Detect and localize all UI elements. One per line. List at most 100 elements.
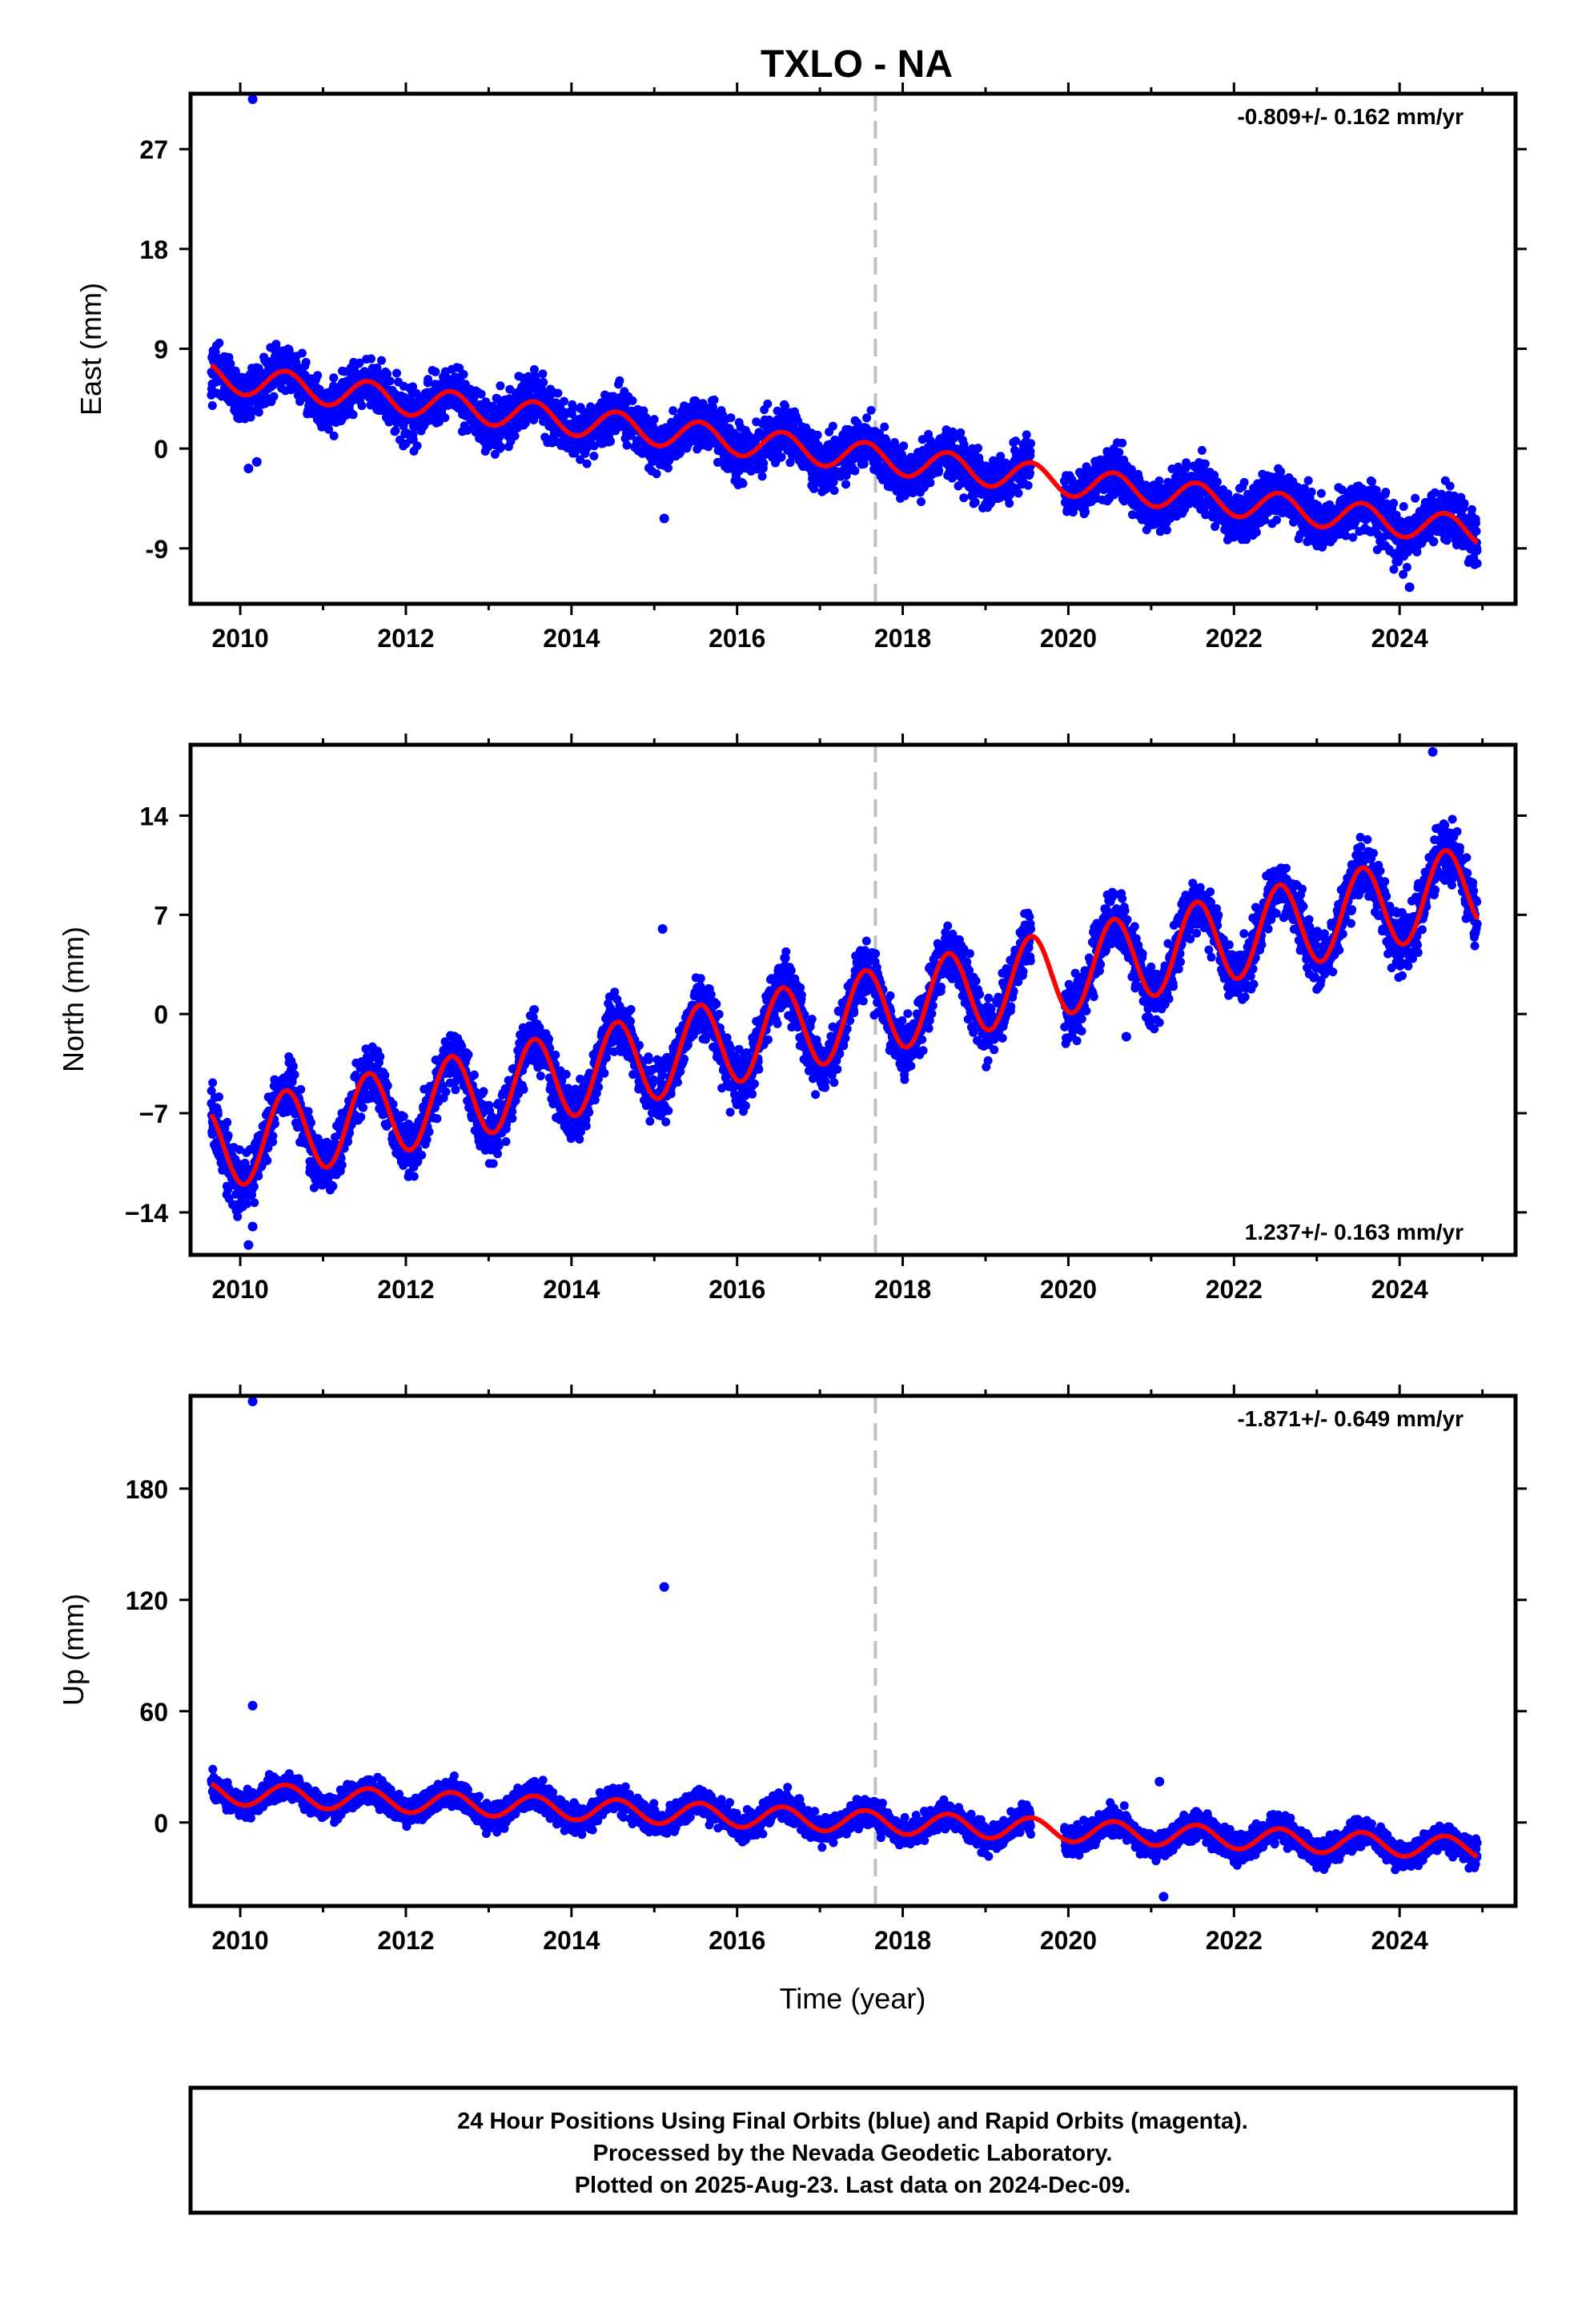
east-data-point [1472, 526, 1481, 536]
east-data-point [828, 421, 837, 431]
east-data-point [329, 431, 339, 440]
east-data-point [582, 459, 592, 468]
east-outlier-point [251, 456, 262, 467]
east-data-point [899, 441, 909, 451]
east-data-point [1014, 489, 1023, 498]
east-data-point [1467, 505, 1476, 514]
east-data-point [297, 348, 307, 358]
east-data-point [1022, 430, 1031, 440]
east-data-point [355, 358, 364, 368]
east-data-point [763, 399, 773, 408]
east-data-point [1411, 493, 1420, 503]
east-data-point [777, 452, 786, 462]
east-ytick-label: 0 [154, 435, 168, 464]
east-data-point [496, 442, 506, 452]
east-data-point [313, 371, 323, 380]
east-data-point [301, 357, 311, 367]
east-data-point [1114, 448, 1124, 457]
east-outlier-point [1404, 582, 1415, 593]
east-data-point [652, 469, 661, 479]
east-xtick-label: 2020 [1040, 624, 1097, 653]
east-data-point [1307, 487, 1316, 497]
east-data-point [1381, 488, 1391, 497]
east-data-point [1197, 445, 1207, 455]
east-data-point [926, 478, 935, 488]
east-data-point [974, 444, 983, 453]
east-data-point [1429, 537, 1439, 546]
east-data-point [1472, 559, 1482, 569]
east-data-point [440, 413, 450, 423]
east-data-point [1005, 499, 1014, 508]
east-data-point [589, 452, 599, 460]
east-data-point [488, 401, 497, 411]
east-xtick-label: 2010 [211, 624, 268, 653]
east-data-point [1118, 438, 1127, 448]
east-data-point [680, 401, 689, 411]
east-data-point [698, 399, 708, 408]
east-data-point [1272, 515, 1282, 525]
east-data-point [1239, 477, 1249, 487]
east-xtick-label: 2018 [874, 624, 931, 653]
east-data-point [1023, 480, 1033, 490]
north-grid-layer: 2010 2012 2014 2016 2018 2020 2022 2024−14−7071… [125, 734, 1527, 1304]
east-data-point [1472, 546, 1482, 556]
north-data-point [215, 1092, 223, 1102]
east-data-point [1251, 528, 1261, 537]
east-data-point [628, 396, 637, 405]
east-data-point [538, 369, 548, 379]
east-data-point [917, 497, 926, 506]
east-data-point [329, 373, 339, 383]
north-scatter-points [207, 746, 1482, 1250]
east-data-point [615, 376, 624, 385]
east-data-point [372, 364, 382, 372]
east-data-point [881, 435, 891, 444]
east-data-point [207, 401, 217, 410]
east-data-point [1389, 565, 1399, 574]
east-data-point [476, 389, 486, 399]
east-data-point [1316, 489, 1326, 498]
east-data-point [785, 458, 795, 468]
east-data-point [1200, 459, 1210, 468]
east-data-point [385, 376, 395, 386]
east-data-point [781, 401, 790, 411]
east-data-point [1212, 477, 1222, 487]
east-data-point [589, 441, 599, 451]
east-data-point [553, 388, 563, 398]
east-data-point [576, 455, 585, 464]
east-data-point [970, 497, 980, 507]
east-scatter-points [207, 94, 1482, 593]
east-xtick-label: 2024 [1371, 624, 1428, 653]
east-data-point [1162, 525, 1171, 535]
north-data-point [208, 1078, 218, 1088]
east-data-point [357, 401, 367, 411]
north-data-point [233, 1212, 243, 1221]
east-data-point [215, 338, 224, 348]
east-data-point [424, 375, 433, 384]
east-data-point [934, 465, 944, 475]
east-data-point [324, 424, 334, 434]
east-data-point [383, 369, 392, 379]
east-data-point [704, 442, 713, 452]
east-data-point [408, 382, 418, 392]
east-xtick-label: 2022 [1206, 624, 1263, 653]
east-data-point [709, 395, 719, 404]
east-data-point [493, 394, 503, 404]
north-data-point [223, 1131, 233, 1140]
east-data-point [1389, 498, 1399, 508]
east-data-point [1026, 439, 1036, 448]
east-data-point [759, 459, 769, 468]
east-data-point [813, 430, 822, 440]
east-data-point [1011, 436, 1021, 446]
east-data-point [1154, 476, 1164, 485]
east-data-point [560, 396, 568, 406]
east-data-point [726, 413, 736, 423]
east-data-point [866, 405, 876, 415]
east-outlier-point [659, 513, 669, 524]
east-data-point [860, 454, 869, 464]
east-data-point [713, 457, 722, 467]
east-outlier-point [247, 94, 258, 104]
east-data-point [738, 479, 748, 489]
east-data-point [622, 440, 632, 450]
